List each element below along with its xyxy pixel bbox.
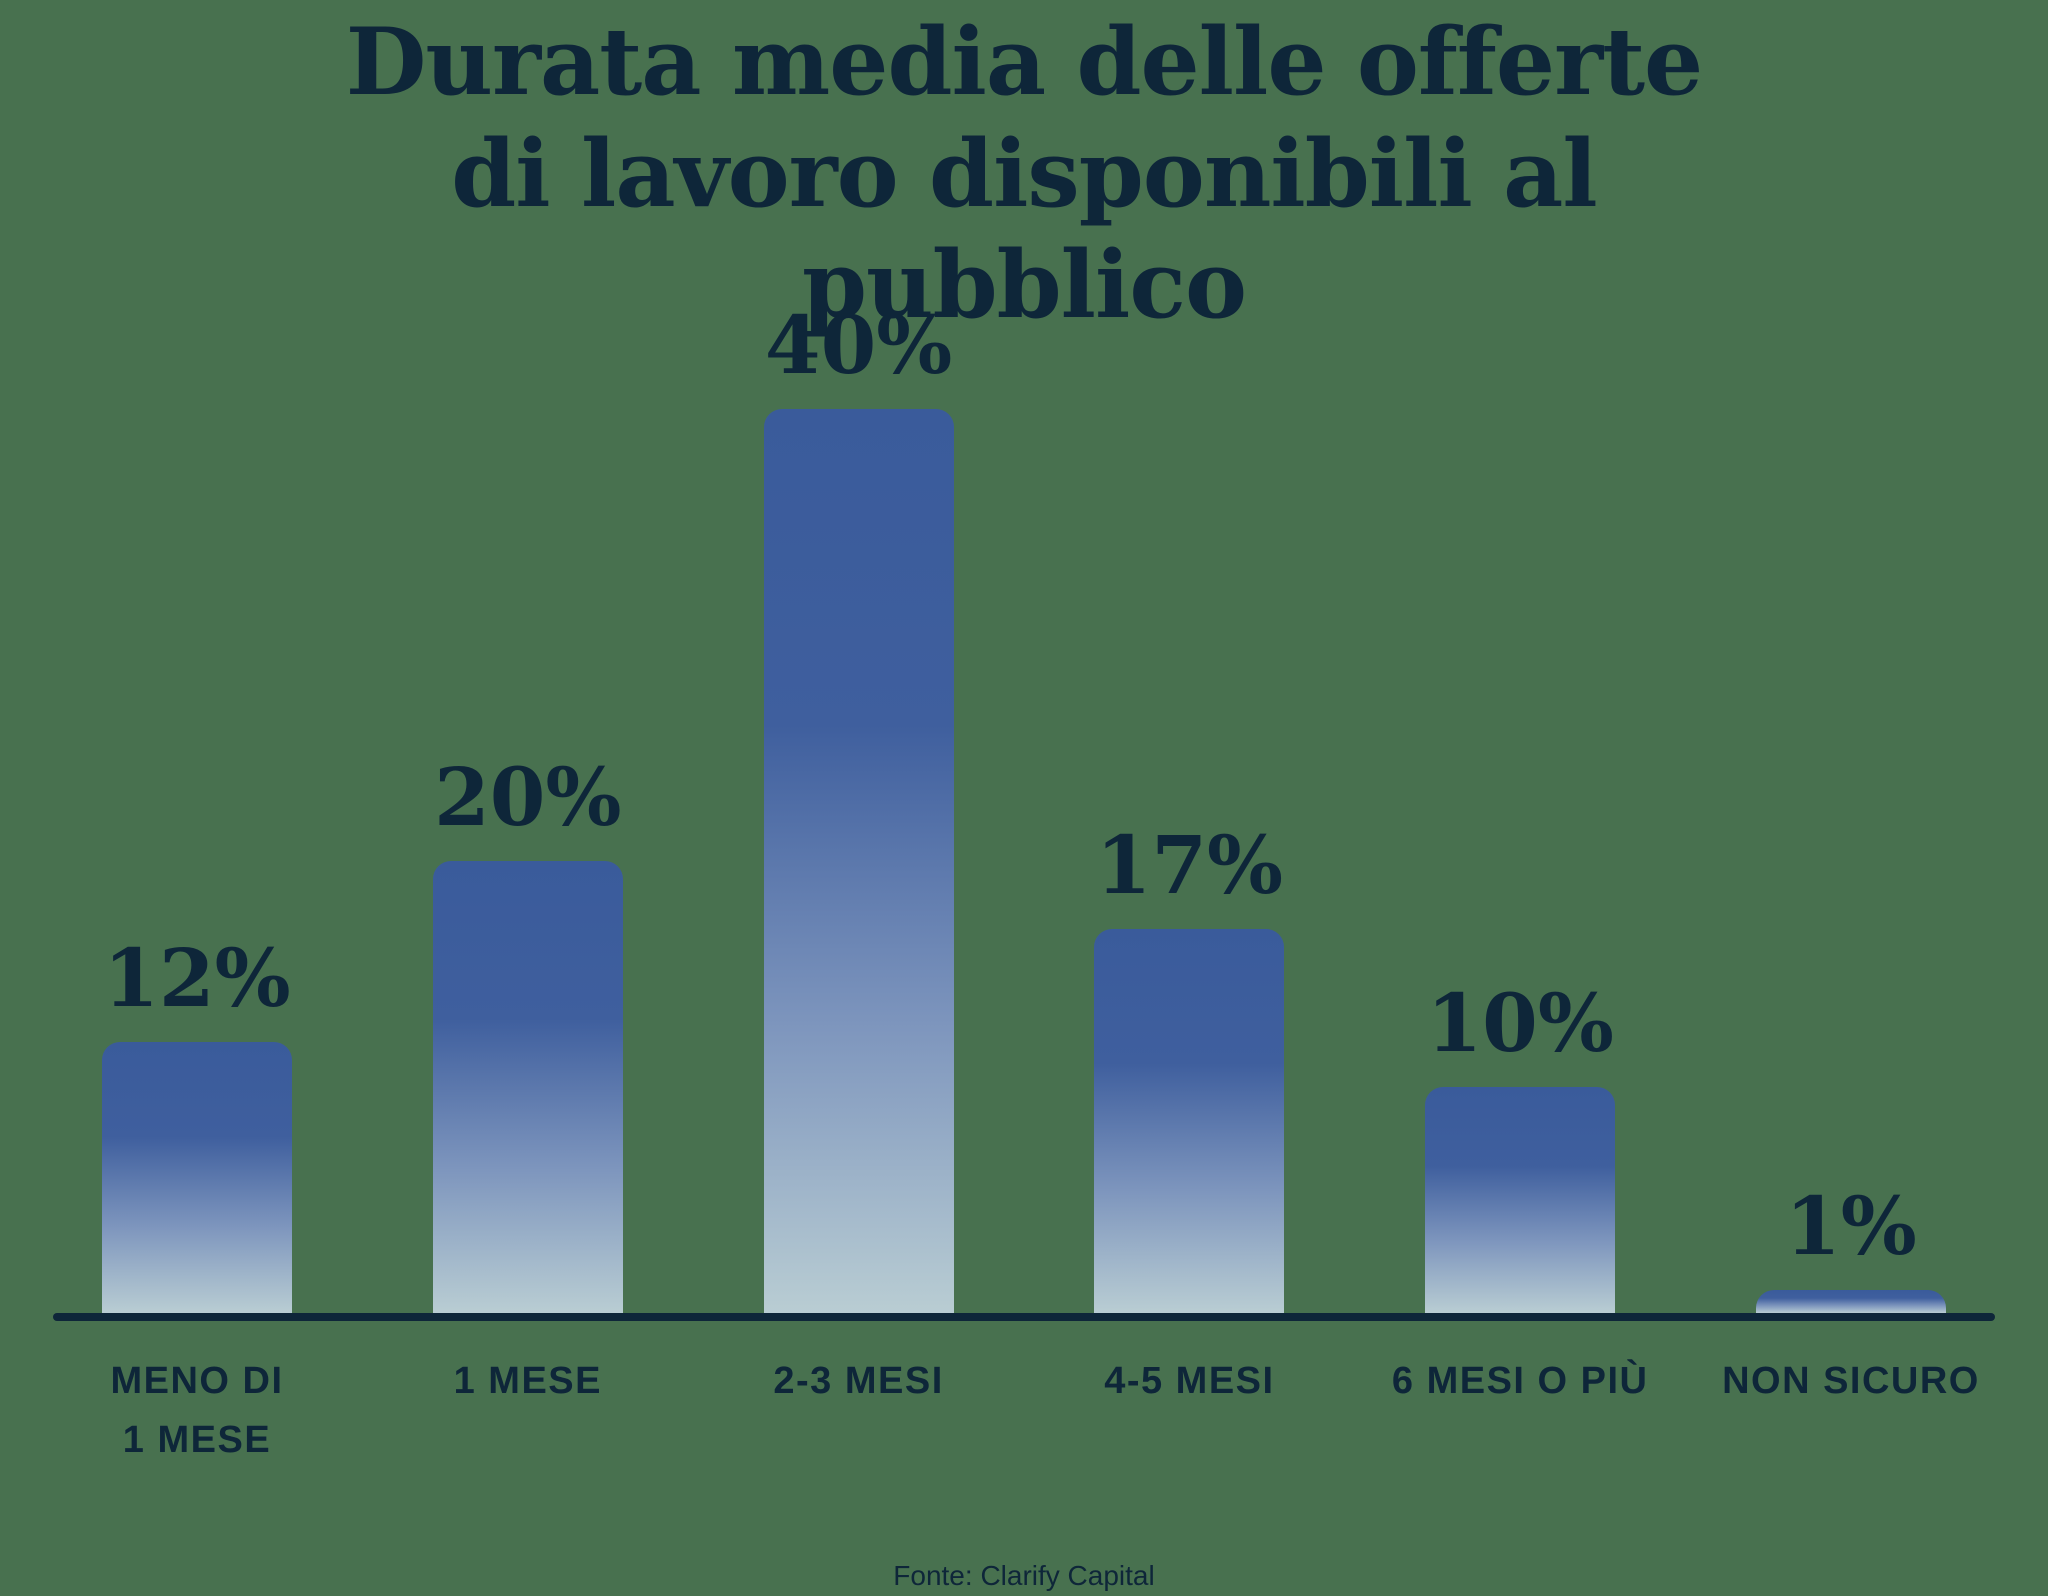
category-label: NON SICURO	[1722, 1360, 1980, 1402]
bar	[1755, 1290, 1946, 1313]
bar-column: 10%	[1425, 976, 1616, 1313]
bar	[1094, 928, 1285, 1313]
bar-column: 17%	[1094, 817, 1285, 1313]
x-axis-labels: MENO DI 1 MESE 1 MESE 2-3 MESI 4-5 MESI …	[53, 1352, 1995, 1482]
label-cell: 4-5 MESI	[1094, 1352, 1284, 1482]
value-label: 10%	[1426, 976, 1614, 1070]
value-label: 12%	[103, 930, 291, 1025]
value-label: 17%	[1095, 817, 1284, 912]
value-label: 40%	[764, 298, 953, 392]
bar-column: 1%	[1755, 1179, 1946, 1313]
label-cell: MENO DI 1 MESE	[102, 1352, 292, 1482]
x-axis-line	[53, 1313, 1995, 1321]
source-note: Fonte: Clarify Capital	[893, 1560, 1155, 1591]
bar-column: 40%	[763, 298, 954, 1313]
category-label: 1 MESE	[453, 1360, 602, 1402]
bar	[432, 861, 623, 1313]
bar-column: 12%	[102, 938, 292, 1313]
category-label: 2-3 MESI	[773, 1360, 944, 1402]
category-label: 6 MESI O PIÙ	[1391, 1360, 1649, 1402]
bar	[1425, 1087, 1616, 1313]
bar	[763, 409, 954, 1313]
label-cell: 1 MESE	[433, 1352, 623, 1482]
value-label: 1%	[1785, 1179, 1917, 1274]
label-cell: 6 MESI O PIÙ	[1392, 1352, 1647, 1482]
bar-chart: 12% 20% 40% 17% 10% 1%	[53, 305, 1995, 1313]
label-cell: NON SICURO	[1722, 1352, 1978, 1482]
bar	[102, 1041, 292, 1313]
category-label: 4-5 MESI	[1104, 1360, 1275, 1402]
category-label: MENO DI 1 MESE	[110, 1360, 284, 1461]
value-label: 20%	[434, 750, 622, 844]
bar-column: 20%	[432, 750, 623, 1313]
label-cell: 2-3 MESI	[764, 1352, 954, 1482]
chart-title: Durata media delle offerte di lavoro dis…	[345, 7, 1703, 340]
